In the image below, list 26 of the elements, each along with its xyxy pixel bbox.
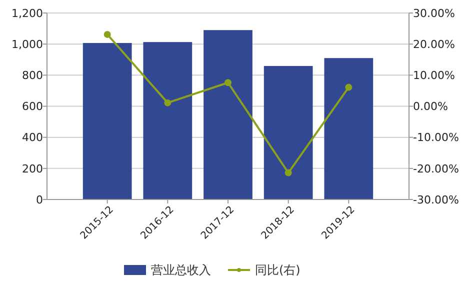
point [104,30,111,38]
y2-tick-label: 10.00% [413,69,455,82]
bar [324,58,374,200]
point [164,99,172,106]
bar [82,42,132,200]
y2-tick-label: 20.00% [413,38,455,51]
y-tick-label: 200 [22,162,43,176]
y-tick-label: 1,000 [12,38,43,51]
y2-tick-label: 30.00% [413,6,455,20]
bar [143,42,192,200]
y-tick-label: 0 [36,193,43,206]
y-tick-label: 400 [22,131,43,144]
y-tick-label: 1,200 [12,6,43,20]
legend-label: 营业总收入 [151,263,211,278]
y-tick-label: 600 [22,100,43,114]
bar [264,66,313,200]
y2-tick-label: 0.00% [413,100,448,114]
legend-label: 同比(右) [255,263,300,278]
y-tick-label: 800 [22,69,43,82]
y2-tick-label: -30.00% [413,193,459,206]
point [224,79,232,86]
y2-tick-label: -10.00% [413,131,459,144]
bar [204,30,252,200]
point [284,169,292,176]
point [345,84,352,91]
y2-tick-label: -20.00% [413,162,459,176]
